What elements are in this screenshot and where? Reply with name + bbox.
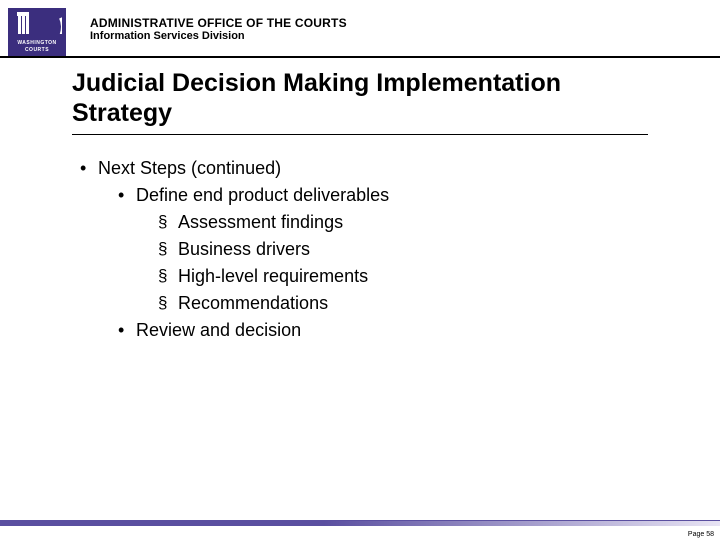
lvl2-label: Review and decision (136, 320, 301, 340)
bullet-list-lvl1: Next Steps (continued) Define end produc… (72, 155, 648, 344)
list-item: Define end product deliverables Assessme… (110, 182, 648, 317)
lvl2-label: Define end product deliverables (136, 185, 389, 205)
list-item: Review and decision (110, 317, 648, 344)
bullet-list-lvl2: Define end product deliverables Assessme… (110, 182, 648, 344)
lvl1-heading: Next Steps (continued) (98, 158, 281, 178)
bullet-list-lvl3: Assessment findings Business drivers Hig… (148, 209, 648, 317)
header-org: ADMINISTRATIVE OFFICE OF THE COURTS (90, 16, 347, 30)
logo-graphic (8, 8, 66, 38)
header-division: Information Services Division (90, 30, 347, 42)
title-container: Judicial Decision Making Implementation … (0, 58, 720, 141)
logo-text: WASHINGTON COURTS (8, 38, 66, 56)
list-item: Business drivers (148, 236, 648, 263)
slide-header: WASHINGTON COURTS ADMINISTRATIVE OFFICE … (0, 0, 720, 58)
washington-courts-logo: WASHINGTON COURTS (8, 8, 66, 56)
list-item: High-level requirements (148, 263, 648, 290)
list-item: Recommendations (148, 290, 648, 317)
header-text: ADMINISTRATIVE OFFICE OF THE COURTS Info… (90, 8, 347, 42)
list-item: Next Steps (continued) Define end produc… (72, 155, 648, 344)
page-number: Page 58 (688, 531, 714, 538)
logo-line1: WASHINGTON (8, 40, 66, 47)
list-item: Assessment findings (148, 209, 648, 236)
footer-accent-bar (0, 520, 720, 526)
logo-line2: COURTS (8, 47, 66, 54)
slide-title: Judicial Decision Making Implementation … (72, 68, 648, 135)
slide-content: Next Steps (continued) Define end produc… (0, 141, 720, 344)
